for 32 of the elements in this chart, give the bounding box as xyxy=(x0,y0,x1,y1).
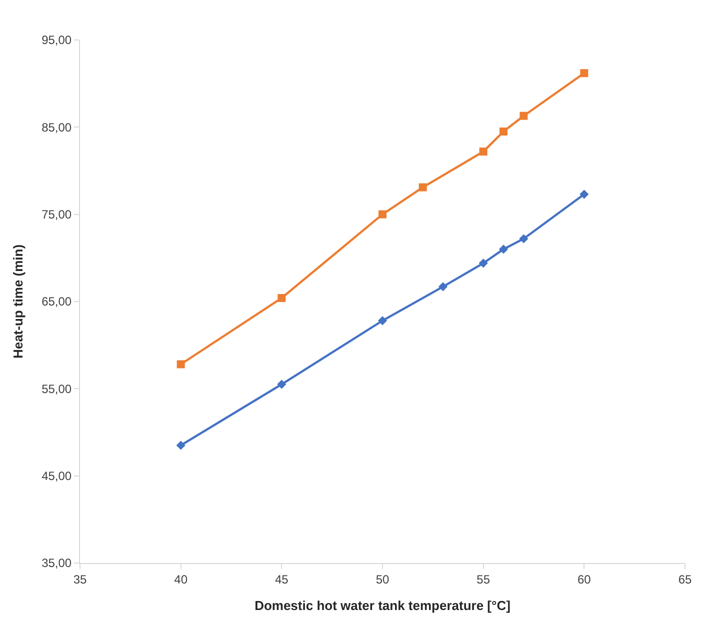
y-tick-label: 55,00 xyxy=(42,382,72,396)
point xyxy=(378,210,386,218)
point xyxy=(418,183,427,192)
point xyxy=(520,112,528,120)
y-tick-label: 95,00 xyxy=(42,33,72,48)
point xyxy=(580,190,589,199)
point xyxy=(378,316,388,326)
point xyxy=(498,244,508,254)
point xyxy=(176,440,186,450)
y-tick-label: 65,00 xyxy=(42,294,72,309)
point xyxy=(479,148,488,156)
x-tick-label: 65 xyxy=(678,572,692,586)
point xyxy=(478,258,488,268)
x-tick-label: 60 xyxy=(577,572,592,586)
point xyxy=(580,69,588,78)
point xyxy=(519,234,528,244)
x-tick-label: 55 xyxy=(476,572,490,586)
x-tick-label: 50 xyxy=(376,572,390,586)
y-axis-title: Heat-up time (min) xyxy=(10,244,26,359)
point xyxy=(278,294,286,302)
point xyxy=(277,380,286,389)
y-tick-label: 45,00 xyxy=(42,469,72,484)
y-tick-label: 85,00 xyxy=(42,120,72,134)
x-axis-title: Domestic hot water tank temperature [°C] xyxy=(254,598,510,613)
point xyxy=(438,282,448,292)
x-tick-label: 45 xyxy=(274,572,289,586)
point xyxy=(500,128,508,136)
point xyxy=(176,360,185,368)
x-tick-label: 40 xyxy=(174,572,188,586)
y-tick-label: 75,00 xyxy=(42,208,72,222)
x-tick-label: 35 xyxy=(73,572,87,586)
y-tick-label: 35,00 xyxy=(42,556,72,570)
